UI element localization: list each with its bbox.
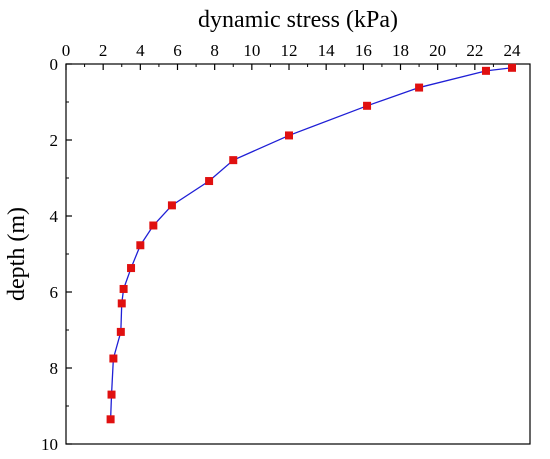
x-tick-label: 20 bbox=[429, 41, 446, 60]
y-tick-label: 2 bbox=[50, 131, 59, 150]
data-point bbox=[119, 284, 128, 293]
x-tick-label: 16 bbox=[355, 41, 372, 60]
y-tick-label: 0 bbox=[50, 55, 59, 74]
data-point bbox=[167, 201, 176, 210]
data-point bbox=[117, 299, 126, 308]
data-point bbox=[205, 177, 214, 186]
y-axis: 0 2 4 6 8 10 bbox=[41, 55, 72, 454]
data-point bbox=[481, 66, 490, 75]
x-tick-label: 24 bbox=[504, 41, 522, 60]
data-point bbox=[109, 354, 118, 363]
data-point bbox=[136, 241, 145, 250]
plot-frame bbox=[65, 63, 531, 445]
x-tick-label: 2 bbox=[99, 41, 108, 60]
data-point bbox=[106, 415, 115, 424]
x-tick-label: 14 bbox=[318, 41, 336, 60]
data-point bbox=[415, 83, 424, 92]
x-tick-label: 10 bbox=[243, 41, 260, 60]
series-markers bbox=[106, 63, 516, 424]
x-tick-label: 8 bbox=[210, 41, 219, 60]
data-point bbox=[149, 221, 158, 230]
x-tick-label: 22 bbox=[466, 41, 483, 60]
data-point bbox=[116, 327, 125, 336]
x-tick-label: 4 bbox=[136, 41, 145, 60]
y-tick-label: 6 bbox=[50, 283, 59, 302]
data-point bbox=[107, 390, 116, 399]
series-line bbox=[109, 67, 513, 420]
x-tick-label: 18 bbox=[392, 41, 409, 60]
x-axis-title: dynamic stress (kPa) bbox=[198, 7, 398, 33]
x-tick-label: 12 bbox=[281, 41, 298, 60]
y-tick-label: 4 bbox=[50, 207, 59, 226]
x-tick-label: 6 bbox=[173, 41, 182, 60]
data-point bbox=[229, 156, 238, 165]
data-point bbox=[508, 63, 516, 72]
data-point bbox=[363, 101, 372, 110]
data-point bbox=[127, 264, 136, 273]
x-tick-label: 0 bbox=[62, 41, 71, 60]
y-tick-label: 8 bbox=[50, 359, 59, 378]
data-point bbox=[285, 131, 293, 140]
x-axis: 0 2 4 6 8 10 12 14 16 18 20 22 24 bbox=[62, 41, 521, 70]
y-tick-label: 10 bbox=[41, 435, 58, 454]
y-axis-title: depth (m) bbox=[4, 207, 30, 301]
